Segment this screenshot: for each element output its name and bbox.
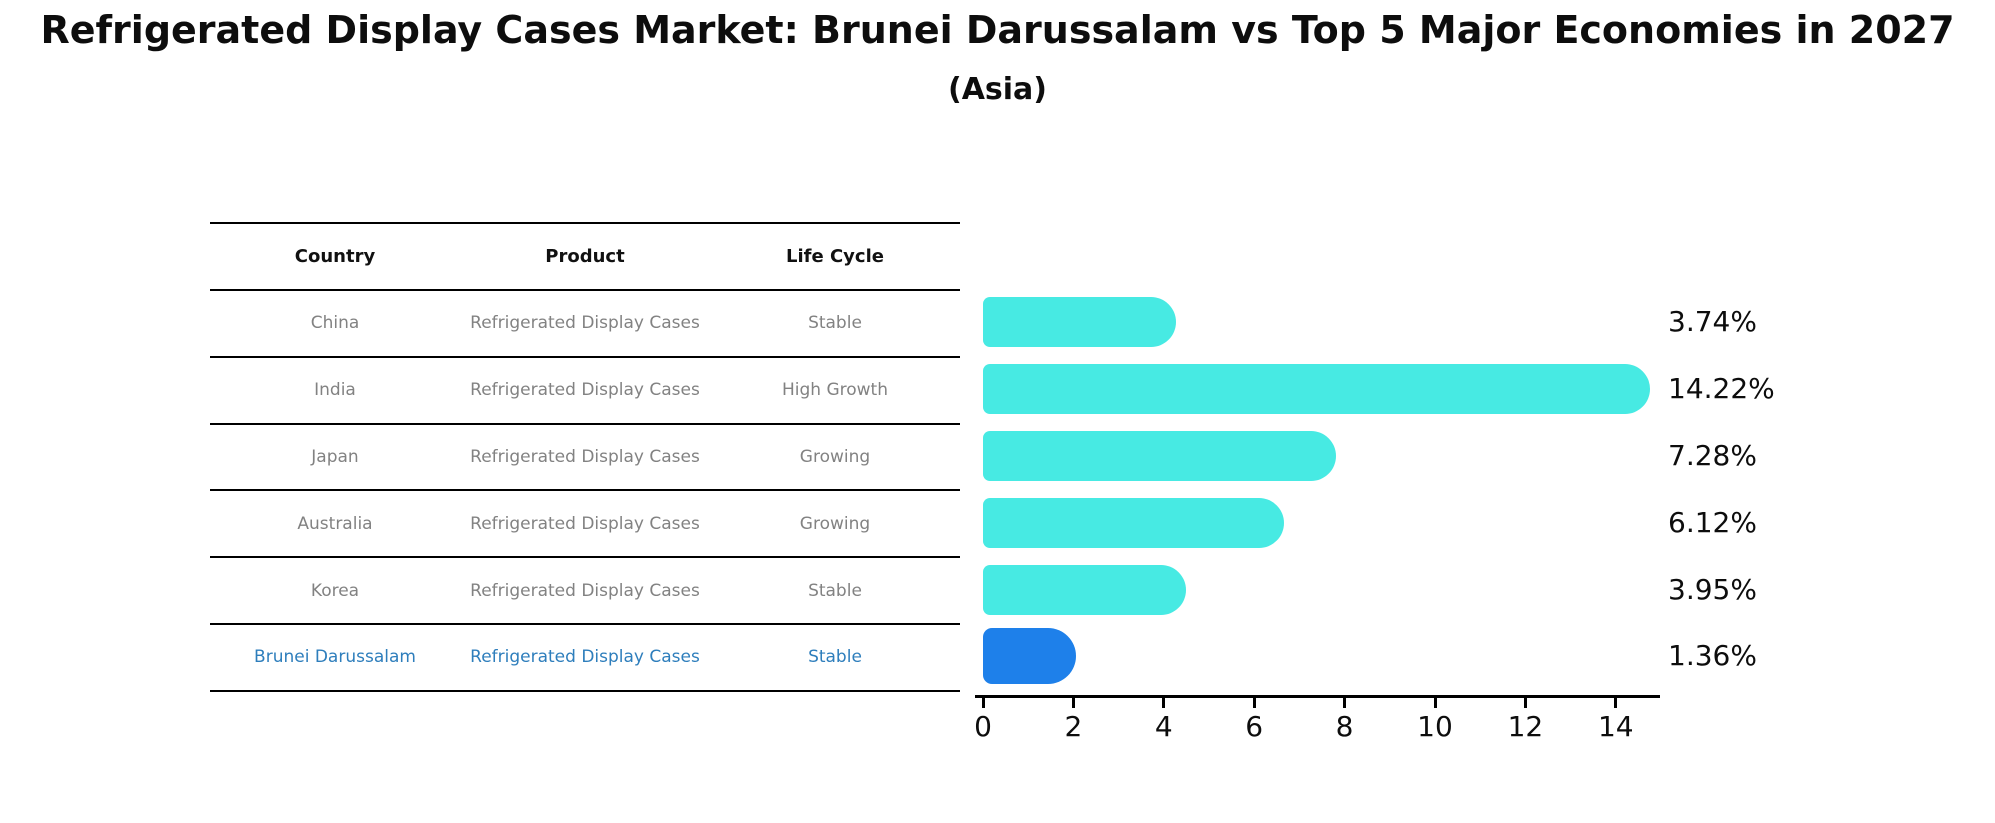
lifecycle-cell: High Growth	[781, 380, 888, 401]
bar-korea	[983, 564, 1186, 615]
value-label: 1.36%	[1668, 639, 1757, 673]
x-axis-tick-label: 14	[1597, 710, 1634, 743]
x-axis-tick	[1433, 698, 1437, 708]
x-axis-tick-label: 2	[1064, 710, 1083, 743]
country-cell: India	[314, 380, 356, 401]
table-row: Brunei Darussalam Refrigerated Display Ca…	[210, 625, 960, 692]
x-axis-tick-label: 12	[1507, 710, 1544, 743]
value-label: 3.95%	[1668, 572, 1757, 606]
lifecycle-cell: Stable	[808, 313, 862, 334]
table-row: Korea Refrigerated Display Cases Stable	[210, 558, 960, 625]
x-axis-tick-label: 8	[1335, 710, 1354, 743]
country-cell: Australia	[297, 513, 373, 534]
lifecycle-cell: Growing	[799, 446, 871, 467]
country-cell: Brunei Darussalam	[254, 647, 416, 668]
lifecycle-cell: Growing	[799, 513, 871, 534]
product-cell: Refrigerated Display Cases	[470, 446, 700, 467]
x-axis-tick-label: 6	[1245, 710, 1264, 743]
x-axis: 0 2 4 6 8 10 12 14	[974, 695, 1675, 765]
bar-japan	[983, 431, 1337, 481]
product-cell: Refrigerated Display Cases	[470, 313, 700, 334]
bar-china	[983, 297, 1177, 348]
value-label: 6.12%	[1668, 505, 1757, 539]
table-header-row: Country Product Life Cycle	[210, 224, 960, 291]
country-cell: China	[310, 313, 360, 334]
lifecycle-cell: Stable	[808, 647, 862, 668]
table-row: Japan Refrigerated Display Cases Growing	[210, 425, 960, 492]
column-header-product: Product	[545, 246, 625, 267]
table-body: China Refrigerated Display Cases Stable Ind…	[210, 291, 960, 692]
product-cell: Refrigerated Display Cases	[470, 380, 700, 401]
x-axis-tick	[1162, 698, 1166, 708]
bar-plot	[983, 289, 1673, 690]
x-axis-tick-label: 4	[1154, 710, 1173, 743]
chart-subtitle: (Asia)	[947, 72, 1048, 107]
x-axis-line	[975, 695, 1660, 698]
bar-brunei-darussalam	[983, 628, 1077, 685]
x-axis-tick-label: 10	[1417, 710, 1453, 743]
table-row: Australia Refrigerated Display Cases Growi…	[210, 491, 960, 559]
country-cell: Japan	[311, 446, 359, 467]
x-axis-tick	[1614, 698, 1618, 708]
x-axis-tick	[1523, 698, 1527, 708]
lifecycle-cell: Stable	[808, 580, 862, 601]
value-label: 3.74%	[1668, 305, 1757, 339]
product-cell: Refrigerated Display Cases	[470, 513, 700, 534]
x-axis-tick	[1071, 698, 1075, 708]
product-cell: Refrigerated Display Cases	[470, 580, 700, 601]
x-axis-tick	[981, 698, 985, 708]
product-cell: Refrigerated Display Cases	[470, 647, 700, 668]
bar-australia	[983, 497, 1284, 548]
value-label: 7.28%	[1668, 439, 1757, 472]
country-cell: Korea	[310, 580, 360, 601]
x-axis-tick	[1343, 698, 1347, 708]
column-header-lifecycle: Life Cycle	[786, 246, 884, 267]
chart-title: Refrigerated Display Cases Market: Brune…	[40, 8, 1955, 52]
table-row: India Refrigerated Display Cases High Grow…	[210, 358, 960, 425]
column-header-country: Country	[294, 246, 376, 267]
x-axis-tick	[1252, 698, 1256, 708]
country-table: Country Product Life Cycle China Refriger…	[210, 222, 960, 692]
table-row: China Refrigerated Display Cases Stable	[210, 291, 960, 358]
value-label: 14.22%	[1668, 372, 1775, 406]
x-axis-tick-label: 0	[974, 710, 992, 743]
bar-india	[983, 364, 1650, 415]
